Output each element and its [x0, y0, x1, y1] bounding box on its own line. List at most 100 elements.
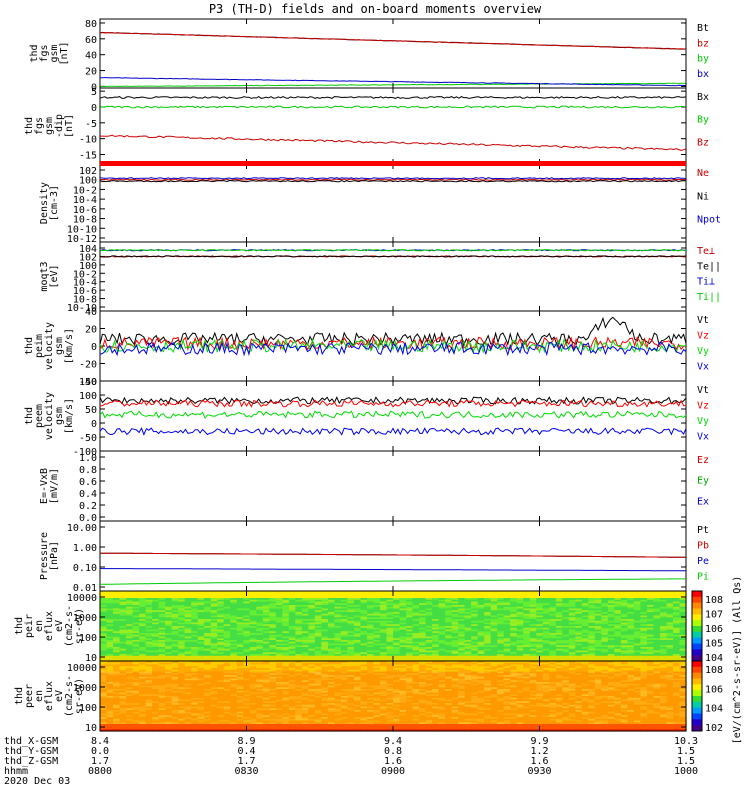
spectrogram-cell [340, 678, 349, 681]
spectrogram-cell [126, 627, 134, 631]
spectrogram-cell [282, 678, 290, 681]
spectrogram-cell [217, 606, 225, 610]
spectrogram-cell [223, 647, 231, 650]
spectrogram-cell [249, 594, 257, 597]
spectrogram-cell [321, 666, 329, 669]
spectrogram-cell [249, 652, 257, 655]
spectrogram-cell [184, 662, 192, 666]
spectrogram-cell [399, 617, 407, 620]
spectrogram-cell [275, 675, 283, 678]
spectrogram-cell [119, 601, 127, 604]
spectrogram-cell [334, 648, 342, 652]
spectrogram-cell [184, 671, 192, 674]
spectrogram-cell [451, 680, 459, 683]
spectrogram-cell [152, 643, 160, 646]
spectrogram-cell [113, 650, 121, 653]
y-tick-label: 10-4 [73, 195, 97, 206]
spectrogram-cell [458, 661, 466, 664]
spectrogram-cell [314, 659, 322, 662]
spectrogram-cell [327, 659, 335, 662]
spectrogram-cell [145, 598, 153, 601]
spectrogram-cell [132, 647, 140, 650]
spectrogram-cell [145, 640, 153, 643]
spectrogram-cell [295, 636, 303, 639]
spectrogram-cell [314, 601, 322, 604]
spectrogram-cell [601, 668, 609, 671]
spectrogram-cell [419, 654, 427, 657]
spectrogram-cell [594, 645, 602, 648]
y-tick-label: 10.00 [67, 523, 97, 534]
spectrogram-cell [145, 662, 153, 666]
spectrogram-cell [340, 638, 349, 641]
spectrogram-cell [568, 631, 576, 634]
spectrogram-cell [653, 673, 661, 676]
spectrogram-cell [614, 620, 622, 624]
spectrogram-cell [373, 603, 381, 606]
spectrogram-cell [588, 608, 596, 611]
spectrogram-cell [542, 671, 550, 674]
spectrogram-cell [607, 678, 615, 681]
spectrogram-cell [197, 641, 205, 645]
spectrogram-cell [217, 643, 225, 646]
spectrogram-cell [308, 641, 316, 645]
spectrogram-cell [568, 626, 576, 629]
spectrogram-cell [191, 603, 199, 606]
spectrogram-cell [230, 622, 238, 625]
spectrogram-cell [627, 648, 635, 652]
spectrogram-cell [601, 596, 609, 599]
spectrogram-cell [614, 668, 622, 671]
spectrogram-cell [406, 671, 414, 674]
spectrogram-cell [184, 654, 192, 657]
spectrogram-cell [379, 622, 388, 625]
spectrogram-cell [633, 606, 642, 610]
spectrogram-cell [158, 645, 166, 648]
spectrogram-cell [646, 626, 655, 629]
spectrogram-cell [620, 605, 628, 608]
spectrogram-cell [158, 603, 166, 606]
spectrogram-cell [269, 601, 277, 604]
spectrogram-cell [106, 620, 114, 624]
spectrogram-cell [223, 629, 231, 632]
spectrogram-cell [646, 648, 655, 652]
spectrogram-cell [549, 657, 557, 660]
spectrogram-cell [620, 636, 628, 639]
spectrogram-cell [666, 605, 674, 608]
spectrogram-cell [568, 673, 576, 676]
spectrogram-cell [406, 622, 414, 625]
spectrogram-cell [503, 647, 511, 650]
spectrogram-cell [672, 675, 681, 678]
spectrogram-cell [536, 673, 544, 676]
spectrogram-cell [249, 641, 257, 645]
spectrogram-cell [366, 654, 375, 657]
spectrogram-cell [445, 624, 453, 627]
spectrogram-cell [113, 673, 121, 676]
spectrogram-cell [314, 615, 322, 618]
spectrogram-cell [451, 627, 459, 631]
spectrogram-cell [672, 622, 681, 625]
spectrogram-cell [262, 608, 270, 611]
spectrogram-cell [614, 643, 622, 646]
y-axis-label: [eV] [49, 264, 60, 288]
spectrogram-cell [340, 594, 349, 597]
spectrogram-cell [614, 591, 622, 594]
spectrogram-cell [210, 634, 218, 638]
spectrogram-cell [672, 641, 681, 645]
spectrogram-cell [379, 591, 388, 594]
spectrogram-cell [269, 652, 277, 655]
spectrogram-cell [471, 641, 479, 645]
spectrogram-cell [542, 608, 550, 611]
spectrogram-cell [204, 594, 212, 597]
spectrogram-cell [516, 619, 524, 622]
spectrogram-cell [490, 613, 498, 617]
spectrogram-cell [607, 631, 615, 634]
spectrogram-cell [139, 655, 147, 659]
spectrogram-cell [588, 627, 596, 631]
spectrogram-cell [614, 608, 622, 611]
spectrogram-cell [210, 605, 218, 608]
spectrogram-cell [288, 647, 296, 650]
spectrogram-cell [184, 666, 192, 669]
spectrogram-cell [145, 643, 153, 646]
spectrogram-cell [523, 648, 531, 652]
spectrogram-cell [646, 671, 655, 674]
spectrogram-cell [601, 619, 609, 622]
